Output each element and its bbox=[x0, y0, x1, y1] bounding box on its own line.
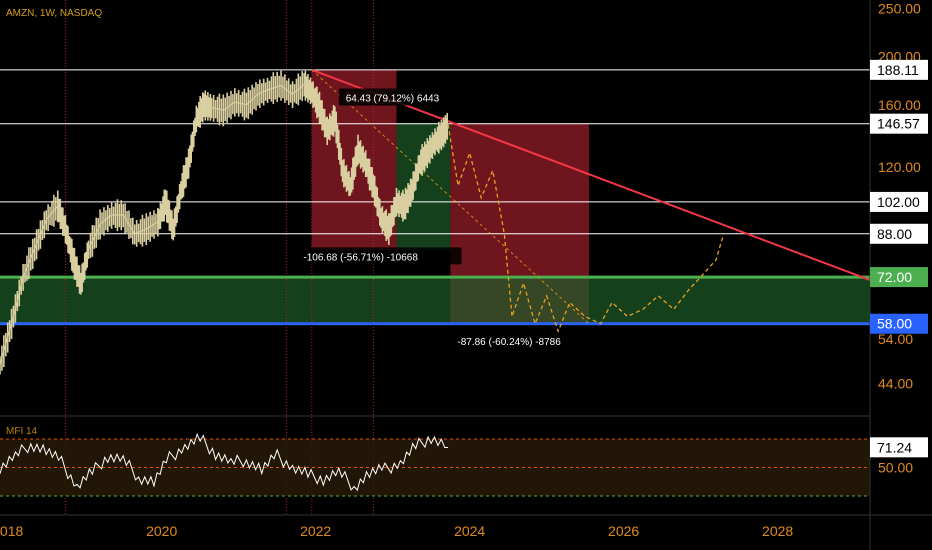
measurement-label-0: 64.43 (79.12%) 6443 bbox=[346, 93, 440, 104]
level-tag-bg-72.00 bbox=[870, 267, 928, 288]
symbol-label: AMZN, 1W, NASDAQ bbox=[6, 8, 103, 19]
mfi-value-tag: 71.24 bbox=[877, 439, 912, 455]
mfi-tick-50: 50.00 bbox=[878, 460, 913, 476]
indicator-label: MFI 14 bbox=[6, 426, 38, 437]
time-tick-2026: 2026 bbox=[608, 523, 639, 539]
level-tag-188.11: 188.11 bbox=[877, 62, 919, 78]
measurement-box-2 bbox=[450, 332, 603, 350]
mfi-line bbox=[0, 432, 449, 492]
mfi-value-tag-bg bbox=[870, 437, 928, 458]
level-tag-bg-188.11 bbox=[870, 59, 928, 80]
level-tag-bg-88.00 bbox=[870, 223, 928, 244]
price-tick-44.00: 44.00 bbox=[878, 375, 913, 391]
level-tag-bg-58.00 bbox=[870, 313, 928, 334]
measurement-label-1: -106.68 (-56.71%) -10668 bbox=[303, 252, 418, 263]
price-tick-250.00: 250.00 bbox=[878, 0, 921, 16]
level-tag-102.00: 102.00 bbox=[877, 194, 920, 210]
level-tag-88.00: 88.00 bbox=[877, 226, 912, 242]
level-tag-bg-102.00 bbox=[870, 191, 928, 212]
zone-diagonal bbox=[311, 69, 590, 325]
measurement-label-2: -87.86 (-60.24%) -8786 bbox=[457, 337, 561, 348]
level-tag-146.57: 146.57 bbox=[877, 116, 920, 132]
price-tick-160.00: 160.00 bbox=[878, 97, 921, 113]
time-tick-2022: 2022 bbox=[300, 523, 331, 539]
level-tag-58.00: 58.00 bbox=[877, 316, 912, 332]
zone-green-3 bbox=[0, 277, 870, 324]
level-tag-72.00: 72.00 bbox=[877, 269, 912, 285]
time-tick-2018: 2018 bbox=[0, 523, 23, 539]
price-tick-54.00: 54.00 bbox=[878, 331, 913, 347]
price-line bbox=[0, 83, 449, 365]
price-tick-120.00: 120.00 bbox=[878, 159, 921, 175]
measurement-box-0 bbox=[338, 88, 473, 106]
measurement-box-1 bbox=[296, 247, 462, 265]
projection-path bbox=[447, 124, 725, 334]
time-tick-2028: 2028 bbox=[762, 523, 793, 539]
level-tag-bg-146.57 bbox=[870, 113, 928, 134]
time-tick-2024: 2024 bbox=[454, 523, 485, 539]
time-tick-2020: 2020 bbox=[146, 523, 177, 539]
